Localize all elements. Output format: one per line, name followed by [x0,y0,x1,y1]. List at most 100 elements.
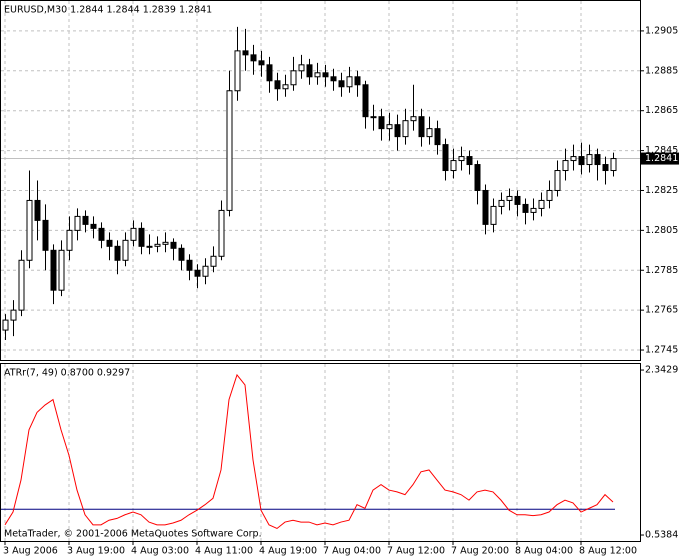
candle-body [410,116,417,122]
candle-body [154,243,161,247]
candle-body [522,203,529,213]
candle-body [346,76,353,88]
candle-body [250,54,257,62]
x-tick-label: 7 Aug 04:00 [323,546,381,557]
candle-body [466,156,473,166]
candle-body [578,156,585,166]
x-tick-label: 8 Aug 12:00 [579,546,637,557]
candle-body [554,170,561,191]
candle-body [266,64,273,82]
candle-body [290,70,297,86]
y-tick-label: 1.2905 [645,25,678,36]
candle-body [42,219,49,251]
candle-body [114,245,121,261]
candle-body [402,120,409,138]
copyright: MetaTrader, © 2001-2006 MetaQuotes Softw… [4,529,262,540]
candle-body [354,76,361,86]
candle-body [450,160,457,172]
candle-body [274,80,281,90]
candle-body [586,154,593,166]
candle-body [210,255,217,267]
candle-body [34,199,41,221]
candle-body [538,199,545,209]
y-tick-label: 0.5384 [645,530,678,541]
candle-body [602,164,609,172]
x-tick-label: 3 Aug 19:00 [67,546,125,557]
candle-body [570,156,577,162]
x-tick-label: 4 Aug 19:00 [259,546,317,557]
x-tick-label: 3 Aug 2006 [3,546,58,557]
candle-body [218,209,225,257]
current-price-label: 1.2841 [645,153,678,164]
candle-body [74,215,81,231]
candle-body [50,249,57,291]
candle-body [66,229,73,251]
candle-body [418,116,425,138]
candle-body [2,319,9,331]
y-tick-label: 1.2785 [645,265,678,276]
candle-body [138,227,145,247]
candle-body [594,154,601,166]
chart-title: EURUSD,M30 1.2844 1.2844 1.2839 1.2841 [4,5,212,16]
candle-body [434,128,441,146]
candle-body [514,195,521,205]
candle-body [242,50,249,56]
candle-body [458,156,465,162]
candle-body [482,189,489,225]
candle-body [186,259,193,271]
candle-body [530,207,537,213]
x-tick-label: 8 Aug 04:00 [515,546,573,557]
candle-body [322,72,329,78]
candle-body [362,84,369,118]
candle-body [58,249,65,291]
candle-body [442,144,449,172]
x-tick-label: 7 Aug 12:00 [387,546,445,557]
candle-body [314,72,321,78]
candle-body [338,80,345,88]
candle-body [330,76,337,82]
candle-body [498,199,505,207]
y-tick-label: 2.3429 [645,365,678,376]
candle-body [474,164,481,191]
candle-body [26,199,33,261]
candle-body [130,227,137,241]
y-tick-label: 1.2885 [645,65,678,76]
y-tick-label: 1.2765 [645,305,678,316]
y-tick-label: 1.2845 [645,145,678,156]
candle-body [234,50,241,92]
y-tick-label: 1.2865 [645,105,678,116]
candle-body [170,241,177,249]
candle-body [106,239,113,247]
candle-body [282,84,289,90]
candle-body [370,116,377,119]
y-tick-label: 1.2745 [645,345,678,356]
candle-body [226,90,233,211]
candle-body [506,195,513,201]
candle-body [258,60,265,66]
y-tick-label: 1.2805 [645,225,678,236]
indicator-panel [0,363,641,542]
candle-body [426,128,433,138]
x-tick-label: 4 Aug 11:00 [195,546,253,557]
candle-body [378,116,385,130]
x-tick-label: 4 Aug 03:00 [131,546,189,557]
candle-body [146,245,153,248]
candle-body [546,189,553,201]
candle-body [82,215,89,225]
candle-body [90,223,97,229]
candle-body [194,269,201,277]
y-tick-label: 1.2825 [645,185,678,196]
indicator-line [4,373,614,530]
indicator-title: ATRr(7, 49) 0.8700 0.9297 [4,368,130,379]
current-price-box [641,152,679,165]
candle-body [306,64,313,78]
candle-body [18,259,25,311]
candle-body [298,64,305,72]
candle-body [490,205,497,225]
candle-body [202,265,209,277]
x-tick-label: 7 Aug 20:00 [451,546,509,557]
candle-body [562,160,569,172]
candle-body [98,227,105,241]
candle-body [394,124,401,138]
